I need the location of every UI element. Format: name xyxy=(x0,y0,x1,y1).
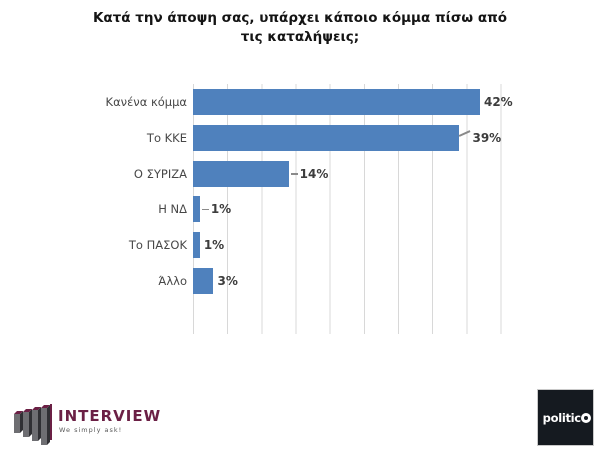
category-label: Άλλο xyxy=(158,274,187,288)
value-label: 14% xyxy=(299,166,329,181)
interview-logo: INTERVIEW We simply ask! xyxy=(14,398,194,446)
politico-o-icon xyxy=(581,413,592,423)
chart-title: Κατά την άποψη σας, υπάρχει κάποιο κόμμα… xyxy=(0,9,600,46)
leader-line xyxy=(290,173,298,175)
category-label: Το ΠΑΣΟΚ xyxy=(128,238,187,253)
bar xyxy=(193,232,200,259)
interview-logo-name: INTERVIEW xyxy=(58,407,162,425)
value-label: 1% xyxy=(210,202,232,217)
value-label: 1% xyxy=(203,238,225,253)
interview-bars-icon xyxy=(14,405,50,445)
interview-logo-tagline: We simply ask! xyxy=(59,426,123,434)
interview-logo-divider xyxy=(50,404,52,440)
bar xyxy=(193,196,200,223)
category-label: Ο ΣΥΡΙΖΑ xyxy=(133,166,187,181)
plot-area xyxy=(193,84,502,334)
value-label: 39% xyxy=(472,130,502,145)
bar xyxy=(193,89,480,115)
category-label: Το ΚΚΕ xyxy=(146,130,187,145)
category-label: Κανένα κόμμα xyxy=(105,95,187,109)
category-label: Η ΝΔ xyxy=(158,202,187,217)
bar xyxy=(193,160,289,187)
value-label: 42% xyxy=(483,95,513,109)
bar xyxy=(193,124,460,151)
bar xyxy=(193,268,214,294)
politico-logo: politic xyxy=(537,389,594,446)
chart-title-line2: τις καταλήψεις; xyxy=(240,28,360,45)
leader-line xyxy=(201,208,209,211)
chart-title-line1: Κατά την άποψη σας, υπάρχει κάποιο κόμμα… xyxy=(92,10,508,26)
value-label: 3% xyxy=(217,274,238,288)
politico-logo-text: politic xyxy=(542,410,581,425)
